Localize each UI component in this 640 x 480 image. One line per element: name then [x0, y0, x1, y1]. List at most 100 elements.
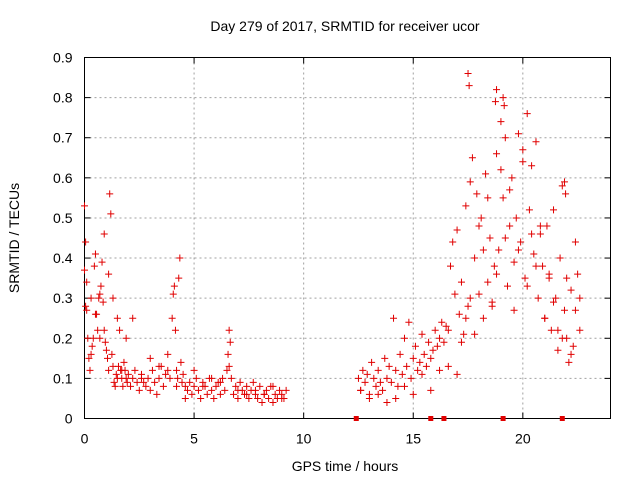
data-point [565, 358, 573, 366]
data-point [122, 374, 130, 382]
data-point [523, 282, 531, 290]
data-point [519, 146, 527, 154]
data-point [576, 294, 584, 302]
data-point [155, 374, 163, 382]
data-point [545, 274, 553, 282]
data-point [212, 382, 220, 390]
axis-marker [441, 416, 447, 421]
data-point [179, 370, 187, 378]
x-tick-label: 5 [190, 431, 198, 447]
data-point [532, 262, 540, 270]
data-point [497, 118, 505, 126]
data-point [536, 230, 544, 238]
data-point [111, 382, 119, 390]
data-point [475, 290, 483, 298]
axis-markers [353, 416, 565, 421]
data-point [560, 306, 568, 314]
data-point [490, 262, 498, 270]
data-point [418, 370, 426, 378]
data-point [471, 254, 479, 262]
data-point [181, 382, 189, 390]
data-point [501, 234, 509, 242]
data-point [528, 162, 536, 170]
data-point [493, 150, 501, 158]
data-point [554, 326, 562, 334]
data-point [87, 350, 95, 358]
data-point [100, 230, 108, 238]
data-point [523, 110, 531, 118]
data-point [550, 206, 558, 214]
data-point [176, 254, 184, 262]
data-point [466, 178, 474, 186]
data-point [90, 262, 98, 270]
data-point [194, 386, 202, 394]
data-point [361, 378, 369, 386]
data-point [547, 326, 555, 334]
data-point [168, 314, 176, 322]
data-point [457, 338, 465, 346]
data-point [558, 334, 566, 342]
data-point [453, 370, 461, 378]
y-tick-label: 0.3 [53, 290, 73, 306]
data-point [107, 210, 115, 218]
data-point [114, 362, 122, 370]
data-point [510, 258, 518, 266]
data-point [159, 382, 167, 390]
data-point [462, 314, 470, 322]
data-point [574, 270, 582, 278]
data-point [148, 366, 156, 374]
data-point [374, 390, 382, 398]
data-point [493, 270, 501, 278]
data-point [482, 170, 490, 178]
data-point [491, 98, 499, 106]
data-point [514, 246, 522, 254]
data-point [488, 298, 496, 306]
data-point [392, 394, 400, 402]
data-point [479, 314, 487, 322]
y-tick-label: 0.9 [53, 50, 73, 66]
data-point [102, 346, 110, 354]
data-point [409, 390, 417, 398]
y-tick-label: 0 [65, 411, 73, 427]
data-point [142, 382, 150, 390]
data-point [169, 290, 177, 298]
data-point [370, 374, 378, 382]
data-point [379, 386, 387, 394]
plot-frame [84, 57, 611, 419]
data-point [178, 378, 186, 386]
axis-marker [559, 416, 565, 421]
data-point [374, 366, 382, 374]
data-point [243, 390, 251, 398]
data-point [497, 166, 505, 174]
data-point [403, 362, 411, 370]
data-point [260, 390, 268, 398]
data-point [174, 374, 182, 382]
data-point [543, 222, 551, 230]
data-point [468, 154, 476, 162]
axis-ticks: 0 0.1 0.2 0.3 0.4 0.5 0.6 0.7 0.8 0.9 0 5 10 15 20 [53, 50, 611, 447]
data-point [153, 390, 161, 398]
data-point [427, 354, 435, 362]
data-point [541, 314, 549, 322]
data-point [269, 382, 277, 390]
data-point [394, 382, 402, 390]
data-point [416, 358, 424, 366]
data-point [120, 358, 128, 366]
data-point [83, 306, 91, 314]
data-point [245, 394, 253, 402]
data-point [86, 366, 94, 374]
data-point [236, 378, 244, 386]
data-point [530, 250, 538, 258]
data-point [455, 310, 463, 318]
data-point [262, 386, 270, 394]
data-point [383, 374, 391, 382]
data-point [473, 190, 481, 198]
data-point [563, 274, 571, 282]
data-point [567, 286, 575, 294]
data-point [119, 382, 127, 390]
data-point [390, 314, 398, 322]
data-point [173, 382, 181, 390]
data-point [171, 326, 179, 334]
data-point [525, 206, 533, 214]
